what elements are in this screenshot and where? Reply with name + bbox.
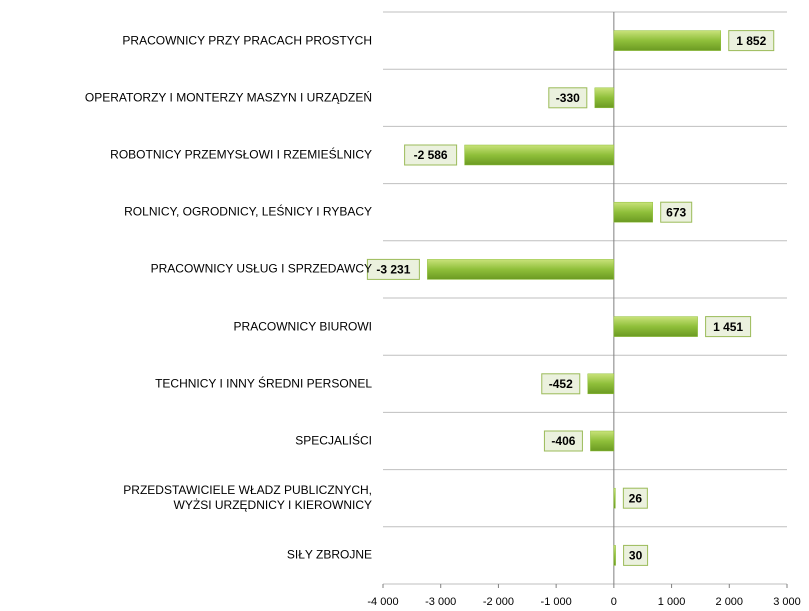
value-label: -3 231 [376, 263, 410, 277]
value-label: 30 [629, 549, 643, 563]
value-label-box [404, 144, 458, 166]
value-label: -2 586 [414, 148, 448, 162]
value-label: 1 852 [736, 34, 766, 48]
category-label: SPECJALIŚCI [295, 433, 372, 448]
category-label: SIŁY ZBROJNE [286, 547, 372, 562]
x-tick-label: 3 000 [773, 596, 801, 608]
x-tick-label: 1 000 [658, 596, 686, 608]
value-label: -452 [549, 377, 573, 391]
value-label-box [366, 258, 420, 280]
x-tick-label: -1 000 [541, 596, 572, 608]
bar [613, 30, 721, 51]
category-label: ROBOTNICY PRZEMYSŁOWI I RZEMIEŚLNICY [110, 147, 372, 162]
x-tick-label: 0 [611, 596, 617, 608]
value-label: -406 [551, 434, 575, 448]
value-label-box [622, 487, 648, 509]
category-label: PRZEDSTAWICIELE WŁADZ PUBLICZNYCH, WYŻSI… [123, 483, 372, 513]
category-label: PRACOWNICY PRZY PRACACH PROSTYCH [122, 33, 372, 48]
category-label: TECHNICY I INNY ŚREDNI PERSONEL [155, 376, 372, 391]
x-tick-label: -2 000 [483, 596, 514, 608]
bar [613, 201, 653, 223]
value-label: 1 451 [713, 320, 743, 334]
x-tick-label: -4 000 [367, 596, 398, 608]
bar [587, 373, 615, 395]
value-label: 26 [629, 491, 643, 505]
value-label-box [705, 316, 752, 338]
category-label: ROLNICY, OGRODNICY, LEŚNICY I RYBACY [124, 204, 372, 219]
value-label-box [623, 544, 649, 566]
value-label-box [543, 430, 583, 452]
bar [590, 430, 615, 452]
bar [613, 487, 616, 509]
value-label-box [541, 373, 581, 395]
value-label: 673 [666, 205, 686, 219]
x-tick-label: 2 000 [716, 596, 744, 608]
bar [427, 259, 615, 280]
bar [613, 316, 698, 337]
value-label-box [548, 87, 588, 109]
category-label: OPERATORZY I MONTERZY MASZYN I URZĄDZEŃ [84, 90, 372, 105]
bar [613, 545, 616, 566]
value-label: -330 [556, 91, 580, 105]
x-tick-label: -3 000 [425, 596, 456, 608]
value-label-box [660, 201, 693, 223]
category-label: PRACOWNICY BIUROWI [233, 319, 372, 334]
bar [594, 87, 615, 109]
bar [464, 144, 615, 166]
category-label: PRACOWNICY USŁUG I SPRZEDAWCY [150, 261, 372, 276]
value-label-box [728, 30, 775, 52]
